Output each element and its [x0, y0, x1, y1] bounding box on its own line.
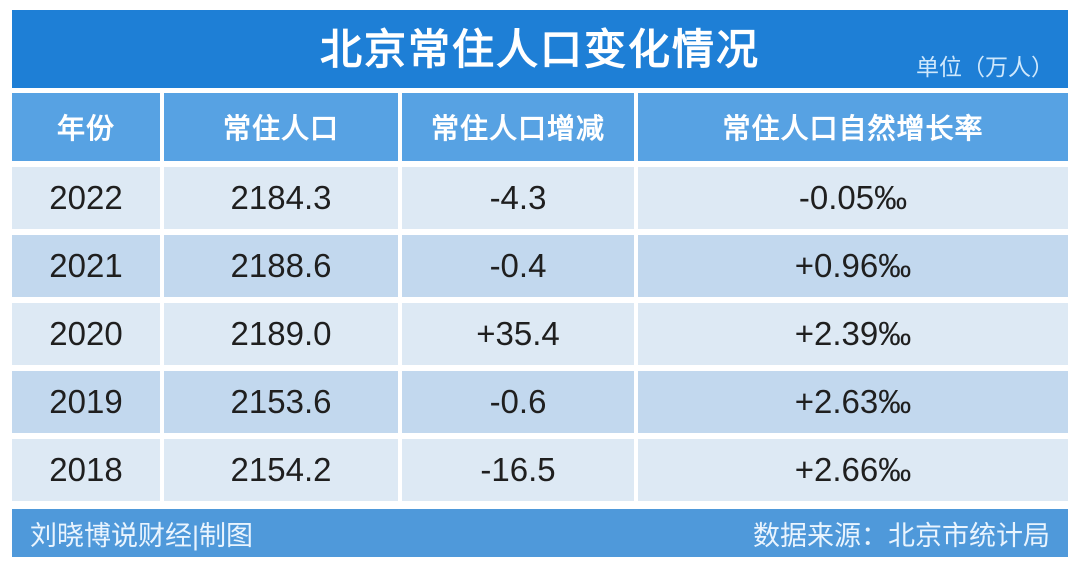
- column-header-growth-rate: 常住人口自然增长率: [638, 93, 1068, 161]
- cell-year: 2022: [12, 167, 160, 229]
- column-header-year: 年份: [12, 93, 160, 161]
- population-table: 年份 常住人口 常住人口增减 常住人口自然增长率 2022 2184.3 -4.…: [12, 93, 1068, 501]
- title-bar: 北京常住人口变化情况 单位（万人）: [12, 10, 1068, 88]
- cell-year: 2018: [12, 439, 160, 501]
- cell-change: -16.5: [402, 439, 634, 501]
- cell-change: -0.6: [402, 371, 634, 433]
- page-title: 北京常住人口变化情况: [319, 26, 760, 73]
- cell-population: 2184.3: [164, 167, 398, 229]
- cell-growth-rate: +2.66‰: [638, 439, 1068, 501]
- footer-bar: 刘晓博说财经|制图 数据来源：北京市统计局: [12, 509, 1068, 557]
- cell-change: -4.3: [402, 167, 634, 229]
- cell-year: 2019: [12, 371, 160, 433]
- cell-year: 2020: [12, 303, 160, 365]
- cell-year: 2021: [12, 235, 160, 297]
- cell-growth-rate: +0.96‰: [638, 235, 1068, 297]
- cell-change: -0.4: [402, 235, 634, 297]
- cell-population: 2188.6: [164, 235, 398, 297]
- cell-growth-rate: -0.05‰: [638, 167, 1068, 229]
- column-header-change: 常住人口增减: [402, 93, 634, 161]
- credit-label: 刘晓博说财经|制图: [30, 520, 254, 551]
- cell-change: +35.4: [402, 303, 634, 365]
- cell-population: 2189.0: [164, 303, 398, 365]
- column-header-population: 常住人口: [164, 93, 398, 161]
- cell-population: 2153.6: [164, 371, 398, 433]
- cell-growth-rate: +2.39‰: [638, 303, 1068, 365]
- unit-label: 单位（万人）: [916, 54, 1054, 80]
- cell-growth-rate: +2.63‰: [638, 371, 1068, 433]
- data-source-label: 数据来源：北京市统计局: [753, 520, 1050, 551]
- cell-population: 2154.2: [164, 439, 398, 501]
